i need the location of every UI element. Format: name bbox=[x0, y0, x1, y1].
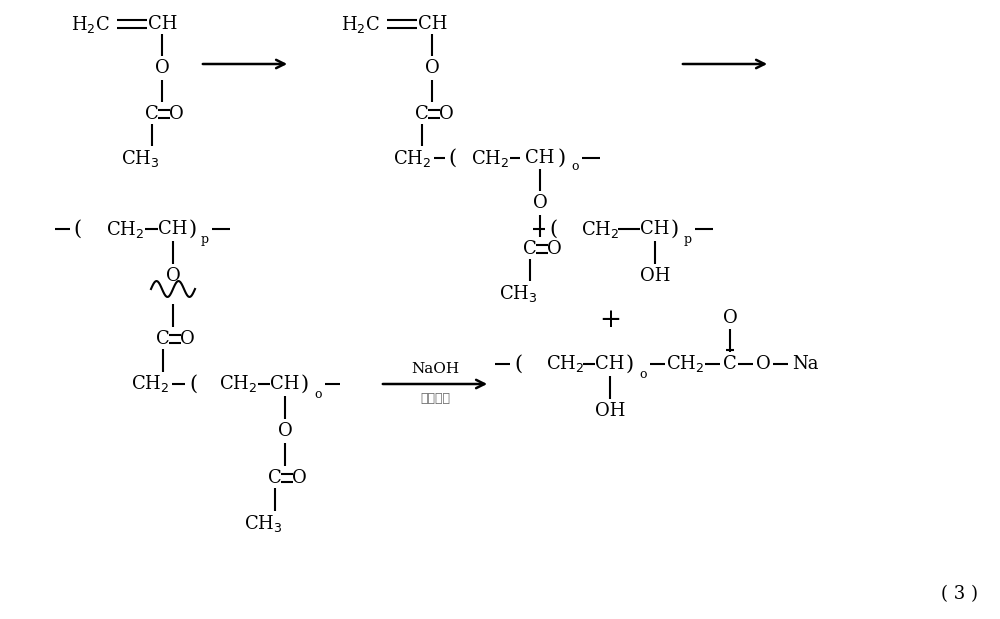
Text: o: o bbox=[314, 387, 322, 400]
Text: OH: OH bbox=[640, 267, 670, 285]
Text: CH$_2$: CH$_2$ bbox=[546, 353, 584, 374]
Text: (: ( bbox=[514, 355, 522, 373]
Text: O: O bbox=[439, 105, 453, 123]
Text: CH: CH bbox=[595, 355, 625, 373]
Text: o: o bbox=[639, 368, 647, 381]
Text: CH$_2$: CH$_2$ bbox=[106, 219, 144, 240]
Text: ): ) bbox=[558, 149, 566, 168]
Text: O: O bbox=[547, 240, 561, 258]
Text: OH: OH bbox=[595, 402, 625, 420]
Text: Na: Na bbox=[792, 355, 818, 373]
Text: O: O bbox=[155, 59, 169, 77]
Text: ): ) bbox=[626, 355, 634, 373]
Text: (: ( bbox=[549, 220, 557, 238]
Text: CH$_2$: CH$_2$ bbox=[666, 353, 704, 374]
Text: CH: CH bbox=[158, 220, 188, 238]
Text: O: O bbox=[166, 267, 180, 285]
Text: (: ( bbox=[448, 149, 456, 168]
Text: (: ( bbox=[73, 220, 81, 238]
Text: C: C bbox=[723, 355, 737, 373]
Text: ): ) bbox=[301, 374, 309, 394]
Text: CH$_3$: CH$_3$ bbox=[244, 513, 282, 534]
Text: CH$_2$: CH$_2$ bbox=[471, 147, 509, 168]
Text: O: O bbox=[723, 309, 737, 327]
Text: C: C bbox=[268, 469, 282, 487]
Text: CH$_2$: CH$_2$ bbox=[219, 373, 257, 394]
Text: O: O bbox=[278, 422, 292, 440]
Text: H$_2$C: H$_2$C bbox=[71, 14, 110, 35]
Text: O: O bbox=[425, 59, 439, 77]
Text: +: + bbox=[599, 306, 621, 332]
Text: (: ( bbox=[189, 374, 197, 394]
Text: H$_2$C: H$_2$C bbox=[341, 14, 380, 35]
Text: O: O bbox=[292, 469, 306, 487]
Text: O: O bbox=[169, 105, 183, 123]
Text: CH$_3$: CH$_3$ bbox=[121, 147, 159, 168]
Text: ): ) bbox=[671, 220, 679, 238]
Text: C: C bbox=[145, 105, 159, 123]
Text: CH: CH bbox=[418, 15, 447, 33]
Text: C: C bbox=[523, 240, 537, 258]
Text: CH$_3$: CH$_3$ bbox=[499, 282, 537, 303]
Text: CH: CH bbox=[270, 375, 300, 393]
Text: CH: CH bbox=[148, 15, 177, 33]
Text: p: p bbox=[684, 233, 692, 246]
Text: O: O bbox=[180, 330, 194, 348]
Text: ( 3 ): ( 3 ) bbox=[941, 585, 978, 603]
Text: O: O bbox=[756, 355, 770, 373]
Text: C: C bbox=[156, 330, 170, 348]
Text: CH$_2$: CH$_2$ bbox=[131, 373, 169, 394]
Text: CH$_2$: CH$_2$ bbox=[581, 219, 619, 240]
Text: CH: CH bbox=[640, 220, 670, 238]
Text: C: C bbox=[415, 105, 429, 123]
Text: CH: CH bbox=[525, 149, 555, 167]
Text: ): ) bbox=[189, 220, 197, 238]
Text: 在甲醇中: 在甲醇中 bbox=[420, 392, 450, 405]
Text: o: o bbox=[571, 160, 579, 173]
Text: NaOH: NaOH bbox=[411, 362, 459, 376]
Text: p: p bbox=[201, 233, 209, 246]
Text: O: O bbox=[533, 194, 547, 212]
Text: CH$_2$: CH$_2$ bbox=[393, 147, 431, 168]
